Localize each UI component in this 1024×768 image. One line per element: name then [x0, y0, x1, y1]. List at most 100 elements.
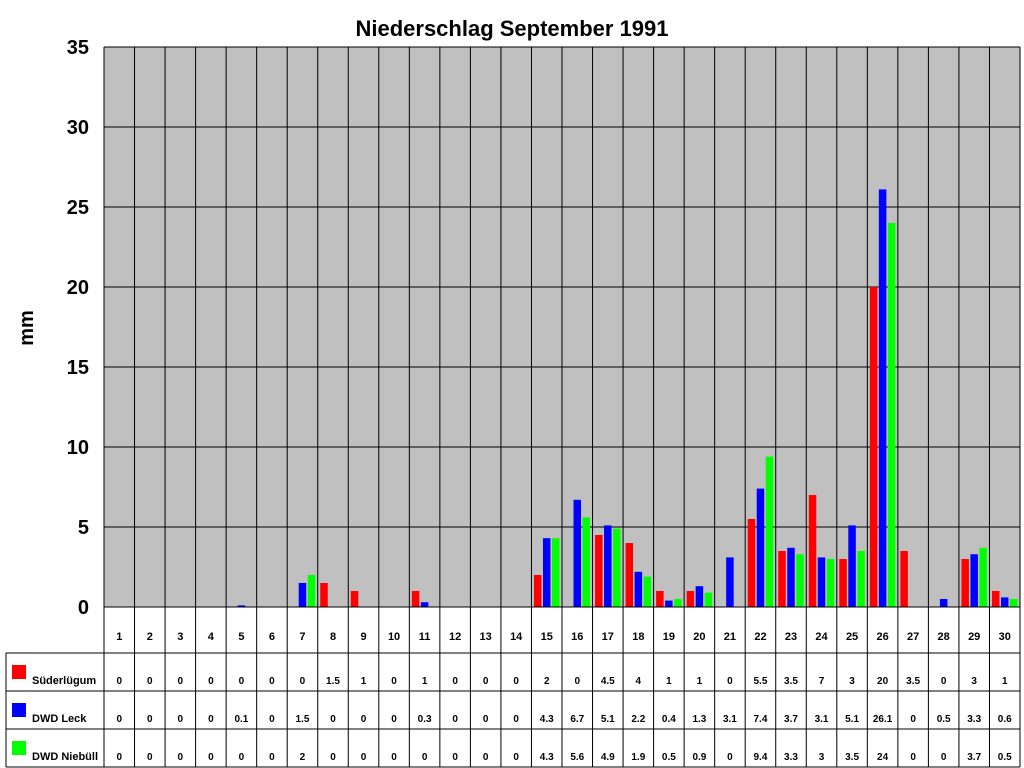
data-label: 3: [971, 676, 977, 687]
data-label: 0: [116, 676, 122, 687]
data-label: 0: [361, 752, 367, 763]
bar-dwd-leck-day-16: [573, 499, 582, 607]
data-label: 0: [147, 714, 153, 725]
data-label: 4: [636, 676, 642, 687]
x-tick-label: 1: [116, 631, 122, 643]
bar-dwd-leck-day-7: [298, 583, 307, 607]
data-label: 1.5: [296, 714, 310, 725]
data-label: 0.5: [662, 752, 676, 763]
data-label: 0: [391, 752, 397, 763]
data-label: 0.1: [234, 714, 248, 725]
data-label: 3.1: [723, 714, 737, 725]
data-label: 0.5: [937, 714, 951, 725]
data-label: 0: [483, 714, 489, 725]
x-tick-label: 19: [663, 631, 675, 643]
data-label: 7: [819, 676, 825, 687]
data-label: 0: [330, 714, 336, 725]
data-label: 0: [116, 714, 122, 725]
bar-s-derl-gum-day-17: [595, 535, 603, 607]
data-label: 20: [877, 676, 889, 687]
x-tick-label: 16: [571, 631, 583, 643]
y-axis: 0 5 10 15 20 25 30 35: [67, 37, 89, 619]
data-label: 0: [300, 676, 306, 687]
data-label: 0: [941, 676, 947, 687]
data-label: 0: [178, 676, 184, 687]
data-label: 0: [147, 752, 153, 763]
data-label: 0: [269, 752, 275, 763]
bar-dwd-leck-day-30: [1000, 597, 1009, 607]
x-tick-label: 9: [360, 631, 366, 643]
data-label: 5.1: [601, 714, 615, 725]
data-label: 0: [239, 676, 245, 687]
data-label: 3.3: [784, 752, 798, 763]
data-label: 5.5: [754, 676, 768, 687]
data-label: 26.1: [873, 714, 893, 725]
data-label: 5.6: [570, 752, 584, 763]
data-label: 0.9: [692, 752, 706, 763]
x-tick-label: 23: [785, 631, 797, 643]
x-tick-label: 14: [510, 631, 523, 643]
legend-swatch: [12, 741, 26, 755]
data-label: 1: [1002, 676, 1008, 687]
x-tick-label: 30: [999, 631, 1011, 643]
y-tick-label: 5: [78, 517, 89, 539]
data-label: 1: [697, 676, 703, 687]
x-tick-label: 24: [815, 631, 828, 643]
data-label: 0: [483, 752, 489, 763]
bar-dwd-nieb-ll-day-18: [643, 576, 652, 607]
data-label: 7.4: [754, 714, 768, 725]
bar-dwd-leck-day-18: [634, 571, 643, 607]
bar-s-derl-gum-day-11: [411, 591, 420, 607]
data-label: 0: [727, 676, 733, 687]
data-label: 0: [361, 714, 367, 725]
x-tick-label: 13: [480, 631, 492, 643]
bar-dwd-leck-day-11: [420, 602, 429, 607]
y-tick-label: 30: [67, 117, 89, 139]
x-tick-label: 25: [846, 631, 858, 643]
x-tick-label: 22: [754, 631, 766, 643]
bar-dwd-nieb-ll-day-25: [857, 551, 865, 607]
x-tick-label: 26: [876, 631, 888, 643]
data-label: 0: [513, 714, 519, 725]
bar-dwd-leck-day-15: [542, 538, 551, 607]
data-label: 0: [513, 752, 519, 763]
bar-dwd-nieb-ll-day-22: [765, 456, 774, 607]
data-label: 4.5: [601, 676, 615, 687]
x-tick-label: 7: [299, 631, 305, 643]
data-label: 0.4: [662, 714, 676, 725]
data-label: 3.3: [967, 714, 981, 725]
data-label: 4.3: [540, 714, 554, 725]
bar-dwd-leck-day-26: [878, 189, 887, 607]
data-label: 24: [877, 752, 889, 763]
bar-dwd-leck-day-24: [817, 557, 826, 607]
data-label: 0: [574, 676, 580, 687]
chart-title: Niederschlag September 1991: [355, 16, 668, 41]
bar-dwd-leck-day-5: [237, 605, 246, 607]
x-tick-label: 4: [208, 631, 215, 643]
x-tick-label: 10: [388, 631, 400, 643]
bar-dwd-nieb-ll-day-15: [551, 538, 560, 607]
bar-dwd-nieb-ll-day-30: [1009, 599, 1018, 607]
bar-s-derl-gum-day-24: [808, 495, 817, 607]
data-label: 0: [513, 676, 519, 687]
x-tick-label: 12: [449, 631, 461, 643]
bar-s-derl-gum-day-23: [778, 551, 786, 607]
bar-dwd-leck-day-23: [787, 547, 795, 607]
data-label: 6.7: [570, 714, 584, 725]
data-label: 0: [452, 676, 458, 687]
data-label: 1.9: [631, 752, 645, 763]
data-label: 2: [544, 676, 550, 687]
y-tick-label: 25: [67, 197, 89, 219]
plot-area: [103, 46, 1021, 608]
bar-s-derl-gum-day-22: [747, 519, 756, 607]
data-label: 0: [178, 714, 184, 725]
data-label: 0: [239, 752, 245, 763]
data-label: 3.7: [784, 714, 798, 725]
data-label: 0: [391, 714, 397, 725]
x-tick-label: 5: [238, 631, 244, 643]
data-label: 3: [849, 676, 855, 687]
data-label: 0: [483, 676, 489, 687]
bar-dwd-leck-day-22: [756, 488, 765, 607]
bar-s-derl-gum-day-25: [839, 559, 847, 607]
